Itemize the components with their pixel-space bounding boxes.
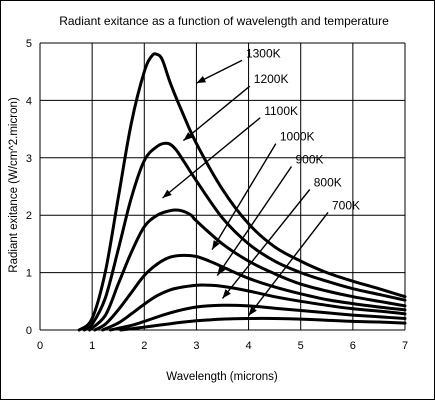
series-line-1200K — [82, 141, 407, 332]
x-tick-label: 5 — [298, 340, 304, 352]
series-label-700K: 700K — [332, 198, 360, 212]
series-label-1300K: 1300K — [246, 46, 281, 60]
x-axis-label: Wavelength (microns) — [166, 371, 278, 383]
arrow-line-1200K — [182, 85, 251, 142]
series-line-700K — [119, 316, 407, 332]
y-tick-label: 4 — [26, 95, 32, 107]
arrow-head-1000K — [212, 240, 220, 250]
series-line-1300K — [77, 52, 407, 332]
series-label-800K: 800K — [314, 176, 342, 190]
arrow-line-800K — [221, 189, 311, 299]
series-label-1000K: 1000K — [280, 130, 315, 144]
y-tick-label: 0 — [26, 325, 32, 337]
x-tick-label: 7 — [402, 340, 408, 352]
arrow-line-1100K — [162, 117, 261, 199]
chart-title: Radiant exitance as a function of wavele… — [59, 14, 389, 28]
y-axis-ticks: 0 1 2 3 4 5 — [26, 38, 32, 337]
series-line-1100K — [88, 208, 407, 332]
arrow-head-1200K — [183, 132, 193, 141]
x-tick-label: 1 — [89, 340, 95, 352]
series-curves — [77, 52, 407, 332]
y-tick-label: 1 — [26, 268, 32, 280]
series-label-900K: 900K — [296, 153, 324, 167]
arrow-head-1100K — [162, 189, 172, 198]
x-axis-ticks: 0 1 2 3 4 5 6 7 — [37, 340, 408, 352]
arrow-line-700K — [248, 212, 329, 317]
x-tick-label: 6 — [350, 340, 356, 352]
y-tick-label: 2 — [26, 210, 32, 222]
x-tick-label: 0 — [37, 340, 43, 352]
arrow-line-1000K — [211, 143, 277, 251]
arrow-line-900K — [216, 166, 293, 276]
x-tick-label: 4 — [246, 340, 252, 352]
arrow-head-700K — [248, 306, 257, 316]
series-label-1100K: 1100K — [264, 104, 298, 118]
series-annotations: 1300K 1200K 1100K 1000K 900K 800K 700K — [162, 46, 360, 317]
series-line-1000K — [93, 253, 407, 332]
arrow-head-800K — [222, 289, 231, 299]
x-tick-label: 2 — [141, 340, 147, 352]
y-tick-label: 5 — [26, 38, 32, 50]
y-tick-label: 3 — [26, 153, 32, 165]
x-tick-label: 3 — [193, 340, 199, 352]
y-axis-label: Radiant exitance (W/cm^2.micron) — [8, 97, 20, 273]
arrow-head-1300K — [196, 76, 207, 84]
series-label-1200K: 1200K — [254, 72, 289, 86]
series-line-800K — [108, 303, 407, 332]
series-line-900K — [101, 283, 407, 332]
arrow-head-900K — [217, 266, 226, 276]
